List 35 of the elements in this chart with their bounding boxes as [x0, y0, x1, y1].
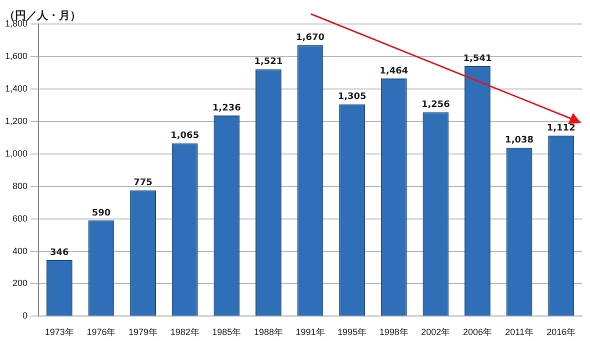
x-tick-label: 1982年 [170, 327, 200, 338]
x-tick-label: 2011年 [505, 327, 534, 338]
data-label: 1,065 [170, 131, 200, 142]
x-tick-label: 1973年 [44, 327, 74, 338]
data-label: 590 [92, 208, 111, 218]
data-label: 1,521 [254, 57, 283, 68]
data-label: 1,541 [463, 54, 492, 64]
y-tick-label: 1,000 [4, 148, 28, 158]
y-tick-label: 0 [22, 310, 28, 321]
x-tick-label: 1988年 [254, 327, 283, 338]
y-tick-label: 1,600 [4, 50, 28, 61]
y-tick-label: 200 [12, 278, 28, 288]
x-tick-label: 1998年 [379, 327, 408, 338]
data-label: 1,305 [338, 92, 366, 102]
y-tick-label: 600 [12, 213, 28, 224]
y-tick-label: 1,400 [4, 83, 28, 94]
x-tick-label: 2006年 [462, 327, 492, 338]
data-label: 1,256 [421, 100, 450, 110]
data-label: 346 [50, 248, 69, 258]
data-label: 1,112 [546, 124, 576, 134]
y-tick-label: 400 [12, 246, 28, 256]
data-label: 1,670 [296, 32, 324, 43]
data-label: 1,236 [212, 103, 241, 114]
y-tick-label: 1,200 [4, 116, 28, 126]
x-tick-label: 1985年 [212, 327, 242, 338]
x-tick-label: 1995年 [338, 327, 367, 338]
x-tick-label: 2016年 [546, 327, 576, 338]
x-tick-label: 1979年 [128, 327, 158, 338]
data-label: 775 [134, 178, 152, 188]
x-tick-label: 1991年 [296, 327, 325, 338]
data-label: 1,464 [380, 66, 408, 76]
x-tick-label: 2002年 [421, 327, 450, 338]
x-tick-label: 1976年 [86, 327, 116, 338]
data-label: 1,038 [505, 136, 534, 146]
y-tick-label: 800 [12, 180, 28, 191]
